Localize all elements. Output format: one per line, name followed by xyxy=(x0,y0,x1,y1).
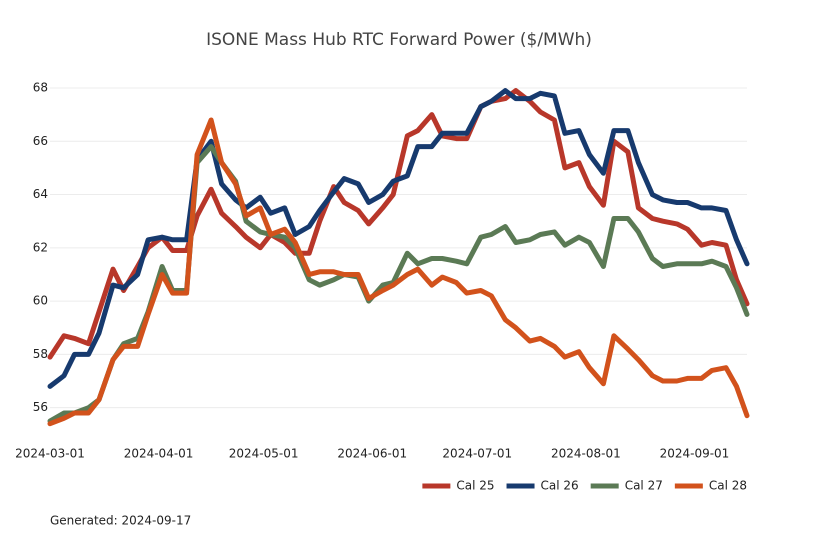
legend-label: Cal 28 xyxy=(709,479,747,493)
series-line xyxy=(47,144,750,424)
footnote: Generated: 2024-09-17 xyxy=(50,514,191,528)
y-tick-label: 56 xyxy=(33,400,48,414)
x-tick-label: 2024-05-01 xyxy=(229,447,299,461)
plot-area xyxy=(47,88,750,427)
y-tick-label: 62 xyxy=(33,240,48,254)
legend-label: Cal 25 xyxy=(456,479,494,493)
x-tick-label: 2024-03-01 xyxy=(15,447,85,461)
grid: 56 58 60 62 64 66 68 2024-03-01 2024-04-01 2024-0… xyxy=(15,80,747,461)
chart-title: ISONE Mass Hub RTC Forward Power ($/MWh) xyxy=(206,30,592,50)
x-tick-label: 2024-09-01 xyxy=(660,447,730,461)
x-tick-label: 2024-08-01 xyxy=(551,447,621,461)
x-tick-label: 2024-04-01 xyxy=(124,447,194,461)
series-line xyxy=(47,117,750,427)
series-line xyxy=(47,88,750,360)
legend: Cal 28 Cal 27 Cal 26 Cal 25 xyxy=(422,479,747,493)
series-line xyxy=(47,88,750,389)
x-tick-label: 2024-07-01 xyxy=(442,447,512,461)
y-tick-label: 66 xyxy=(33,134,48,148)
legend-label: Cal 26 xyxy=(541,479,579,493)
y-tick-label: 64 xyxy=(33,187,48,201)
y-tick-label: 60 xyxy=(33,294,48,308)
x-tick-label: 2024-06-01 xyxy=(337,447,407,461)
y-tick-label: 68 xyxy=(33,80,48,94)
legend-label: Cal 27 xyxy=(625,479,663,493)
y-tick-label: 58 xyxy=(33,347,48,361)
